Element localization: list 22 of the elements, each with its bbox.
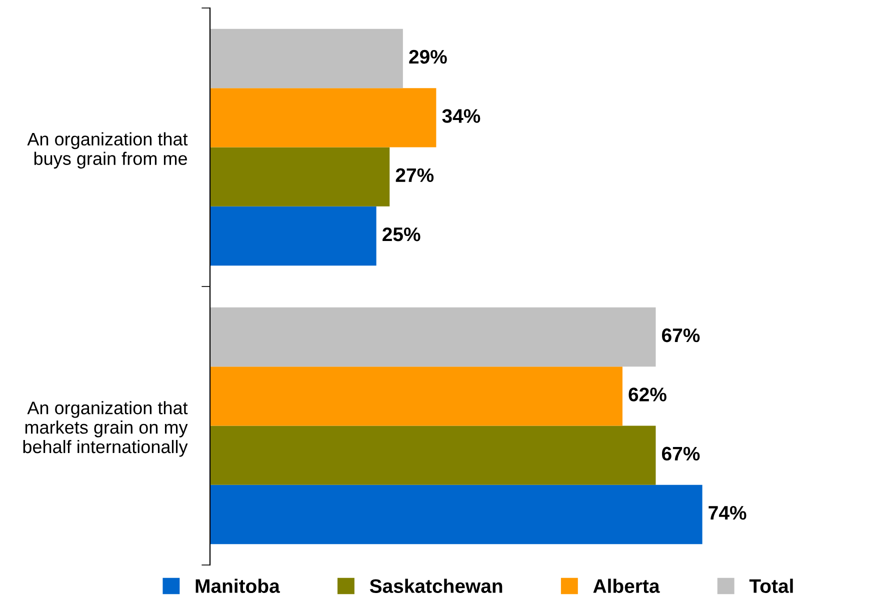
bar xyxy=(210,147,390,206)
data-label: 67% xyxy=(662,328,700,342)
data-label: 25% xyxy=(382,227,420,242)
legend-label: Alberta xyxy=(593,578,660,593)
data-label: 29% xyxy=(409,50,447,64)
legend-label: Saskatchewan xyxy=(370,578,502,593)
bar xyxy=(210,426,656,485)
bar xyxy=(210,88,436,148)
data-label: 34% xyxy=(442,109,480,123)
legend-label: Total xyxy=(749,578,793,593)
data-label: 74% xyxy=(708,506,746,520)
bar xyxy=(210,28,403,88)
data-label: 67% xyxy=(662,446,700,461)
y-tick-label: An organization that buys grain from me xyxy=(27,132,188,169)
bar xyxy=(210,206,376,266)
data-label: 27% xyxy=(396,168,434,182)
bar xyxy=(210,366,622,426)
legend-label: Manitoba xyxy=(196,578,280,593)
data-label: 62% xyxy=(628,388,666,402)
bar xyxy=(210,484,702,544)
bar xyxy=(210,307,656,367)
y-tick-label: An organization that markets grain on my behalf internationally xyxy=(23,401,188,457)
